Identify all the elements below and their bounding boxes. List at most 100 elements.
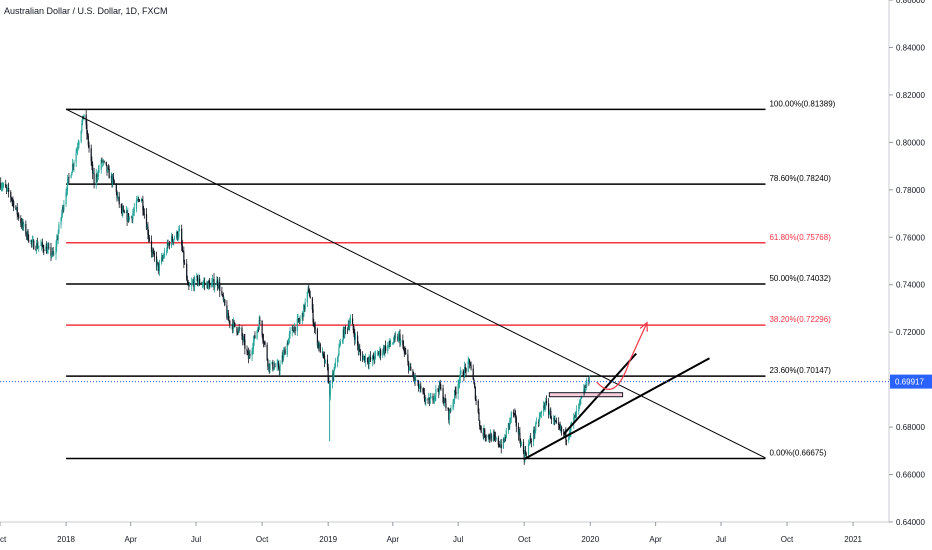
candle-body [464,367,466,377]
candle-body [343,329,345,338]
candle-body [21,221,23,227]
candle-body [66,180,69,192]
candle-body [41,242,43,246]
candle-body [465,368,467,372]
candle-body [311,298,313,310]
candle-body [118,196,120,205]
candle-body [417,380,419,382]
candle-body [81,122,83,131]
candle-body [483,429,485,437]
candle-body [548,412,550,415]
candle-body [292,327,294,331]
candle-body [575,411,577,418]
candle-body [550,410,552,419]
candle-body [10,192,12,198]
candle-body [418,381,420,389]
candle-body [166,243,168,252]
candle-body [569,431,571,434]
candle-body [87,135,89,145]
candle-body [288,334,290,339]
candle-body [257,328,260,330]
candle-body [331,374,334,385]
candle-body [258,319,260,330]
candle-body [262,335,264,340]
candle-body [472,368,474,380]
candle-body [538,417,540,423]
candle-body [339,341,341,345]
candle-body [216,280,219,287]
candle-body [395,336,397,338]
candle-body [143,213,145,215]
candle-body [346,328,349,330]
candle-body [293,330,295,333]
candle-body [377,352,380,356]
candle-body [156,261,158,267]
candle-body [492,434,494,441]
y-tick-label: 0.68000 [896,423,925,432]
candle-body [6,188,8,189]
candle-body [153,252,155,257]
fib-level-label: 61.80%(0.75768) [769,233,831,242]
candle-body [171,236,173,246]
candle-body [392,343,394,345]
candle-body [106,165,108,172]
candle-body [510,412,512,419]
candle-body [30,240,33,243]
candle-body [507,423,510,431]
candle-body [211,280,214,283]
candle-body [384,345,386,353]
candle-body [41,242,43,245]
candle-body [116,191,118,198]
candle-body [0,182,2,189]
candle-body [246,348,248,352]
candle-body [130,216,133,218]
y-tick-label: 0.86000 [896,0,925,5]
candle-body [571,423,573,424]
candle-body [543,405,545,408]
candle-body [357,335,359,346]
candle-body [287,343,289,345]
candle-body [328,380,330,383]
candle-body [392,342,395,344]
candle-body [197,281,199,284]
candle-body [56,239,59,240]
candle-body [127,213,130,220]
candle-body [105,161,107,166]
candle-body [214,285,216,288]
candle-body [56,239,58,247]
candle-body [535,423,537,432]
candle-body [508,423,510,426]
candle-body [430,395,432,399]
candle-body [452,401,454,410]
candle-body [303,304,306,310]
candle-body [318,342,320,348]
candle-body [152,252,154,253]
candle-body [438,382,441,393]
candle-body [137,199,140,200]
candle-body [227,312,229,318]
candle-body [138,199,140,202]
candle-body [319,344,321,353]
candle-body [323,356,326,364]
candle-body [377,352,379,354]
candle-body [470,365,472,369]
candle-body [434,395,436,397]
candle-body [443,402,445,403]
candle-body [171,236,173,241]
candle-body [247,352,250,359]
x-tick-label: Jul [716,535,726,544]
candle-body [188,285,190,287]
candle-body [494,435,496,437]
candle-body [387,344,390,346]
candle-body [527,444,530,455]
candle-body [153,252,155,254]
candle-body [553,418,555,421]
candle-body [534,431,536,435]
candle-body [484,436,487,438]
candle-body [493,434,495,436]
candle-body [334,367,336,371]
candle-body [232,321,234,330]
candle-body [363,356,365,358]
candle-body [422,388,424,392]
